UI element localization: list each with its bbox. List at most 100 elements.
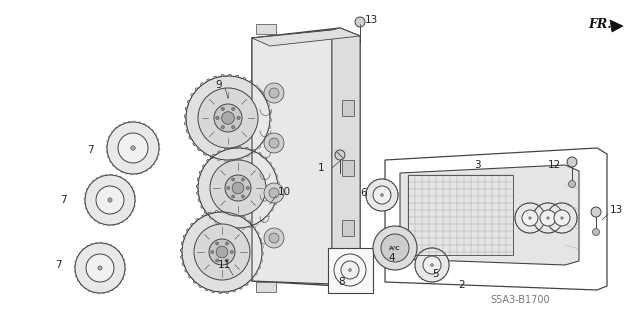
Circle shape: [593, 228, 600, 236]
Circle shape: [430, 264, 434, 266]
Polygon shape: [333, 253, 366, 287]
Text: FR.: FR.: [588, 18, 612, 31]
Text: 11: 11: [218, 260, 231, 270]
Circle shape: [231, 125, 235, 129]
Circle shape: [529, 217, 531, 219]
Circle shape: [225, 242, 228, 245]
Circle shape: [131, 146, 135, 150]
Text: S5A3-B1700: S5A3-B1700: [490, 295, 550, 305]
Polygon shape: [365, 178, 399, 212]
Circle shape: [194, 224, 250, 280]
Polygon shape: [610, 20, 623, 32]
Circle shape: [98, 266, 102, 270]
Circle shape: [349, 269, 351, 271]
Circle shape: [216, 246, 228, 258]
Circle shape: [522, 210, 538, 226]
Text: 10: 10: [278, 187, 291, 197]
Circle shape: [210, 251, 214, 253]
Circle shape: [221, 125, 224, 129]
Circle shape: [222, 112, 235, 124]
Circle shape: [554, 210, 570, 226]
Circle shape: [232, 182, 244, 194]
Bar: [256, 24, 276, 34]
Circle shape: [423, 256, 441, 274]
Text: 1: 1: [318, 163, 325, 173]
Polygon shape: [252, 28, 360, 286]
Polygon shape: [74, 242, 126, 294]
Bar: [342, 160, 354, 176]
Polygon shape: [84, 174, 136, 226]
Circle shape: [246, 187, 249, 189]
Circle shape: [264, 133, 284, 153]
Circle shape: [221, 107, 224, 111]
Polygon shape: [106, 121, 160, 175]
Circle shape: [335, 150, 345, 160]
Circle shape: [216, 116, 219, 120]
Circle shape: [341, 261, 359, 279]
Circle shape: [118, 133, 148, 163]
Text: 6: 6: [360, 188, 366, 198]
Circle shape: [569, 180, 576, 188]
Bar: [342, 100, 354, 116]
Polygon shape: [332, 28, 360, 286]
Circle shape: [227, 187, 230, 189]
Circle shape: [269, 188, 279, 198]
Circle shape: [225, 259, 228, 262]
Circle shape: [210, 160, 266, 216]
Text: 9: 9: [215, 80, 222, 90]
Circle shape: [231, 178, 235, 181]
Text: 7: 7: [60, 195, 67, 205]
Circle shape: [591, 207, 601, 217]
Text: 3: 3: [474, 160, 481, 170]
Circle shape: [231, 195, 235, 198]
Bar: [342, 220, 354, 236]
Polygon shape: [197, 147, 280, 229]
Circle shape: [269, 88, 279, 98]
Circle shape: [264, 83, 284, 103]
Polygon shape: [533, 203, 564, 234]
Text: 4: 4: [389, 253, 395, 263]
Circle shape: [230, 251, 233, 253]
Polygon shape: [415, 247, 450, 283]
Circle shape: [380, 194, 384, 196]
Bar: [256, 282, 276, 292]
Polygon shape: [252, 28, 360, 46]
Circle shape: [264, 228, 284, 248]
Circle shape: [373, 186, 391, 204]
Polygon shape: [184, 74, 272, 162]
Text: 7: 7: [87, 145, 94, 155]
Bar: [328, 248, 373, 293]
Circle shape: [269, 233, 279, 243]
Text: 2: 2: [458, 280, 465, 290]
Circle shape: [198, 88, 258, 148]
Polygon shape: [514, 203, 546, 234]
Circle shape: [540, 210, 556, 226]
Bar: [408, 175, 513, 255]
Circle shape: [561, 217, 563, 219]
Text: 7: 7: [55, 260, 61, 270]
Circle shape: [547, 217, 549, 219]
Text: 12: 12: [548, 160, 561, 170]
Polygon shape: [400, 165, 579, 265]
Circle shape: [355, 17, 365, 27]
Text: A/C: A/C: [389, 245, 401, 251]
Circle shape: [373, 226, 417, 270]
Polygon shape: [252, 30, 332, 284]
Circle shape: [567, 157, 577, 167]
Circle shape: [264, 183, 284, 203]
Circle shape: [108, 198, 112, 202]
Circle shape: [242, 178, 245, 181]
Circle shape: [96, 186, 124, 214]
Circle shape: [237, 116, 240, 120]
Circle shape: [214, 104, 242, 132]
Polygon shape: [547, 203, 578, 234]
Text: 13: 13: [365, 15, 378, 25]
Circle shape: [231, 107, 235, 111]
Circle shape: [216, 259, 219, 262]
Circle shape: [225, 175, 251, 201]
Text: 13: 13: [610, 205, 623, 215]
Circle shape: [381, 234, 409, 262]
Circle shape: [216, 242, 219, 245]
Circle shape: [269, 138, 279, 148]
Text: 5: 5: [432, 269, 439, 279]
